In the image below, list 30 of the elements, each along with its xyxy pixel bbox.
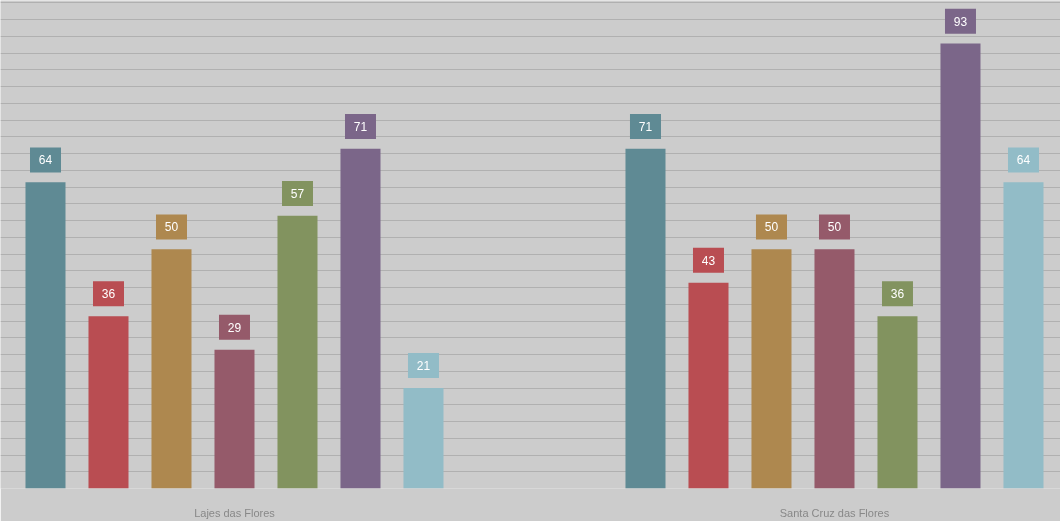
bar: [214, 349, 255, 489]
data-label: 21: [416, 359, 431, 374]
bar: [403, 388, 444, 489]
bar: [151, 249, 192, 489]
bar: [940, 43, 981, 489]
bar: [277, 215, 318, 489]
data-label: 71: [353, 119, 368, 134]
data-label: 50: [827, 220, 842, 235]
bar: [1003, 182, 1044, 489]
data-label: 93: [953, 14, 968, 29]
data-label: 50: [764, 220, 779, 235]
bar: [814, 249, 855, 489]
data-label: 64: [38, 153, 53, 168]
data-label: 64: [1016, 153, 1031, 168]
data-label: 36: [890, 287, 905, 302]
bar: [340, 148, 381, 489]
bar: [877, 316, 918, 489]
bar: [25, 182, 66, 489]
x-tick-label: Lajes das Flores: [194, 506, 276, 519]
x-tick-label: Santa Cruz das Flores: [779, 506, 890, 519]
data-label: 57: [290, 186, 305, 201]
bar: [625, 148, 666, 489]
bar: [751, 249, 792, 489]
data-label: 71: [638, 119, 653, 134]
data-label: 50: [164, 220, 179, 235]
bar: [88, 316, 129, 489]
bar: [688, 282, 729, 489]
data-label: 29: [227, 320, 242, 335]
data-label: 43: [701, 253, 716, 268]
data-label: 36: [101, 287, 116, 302]
